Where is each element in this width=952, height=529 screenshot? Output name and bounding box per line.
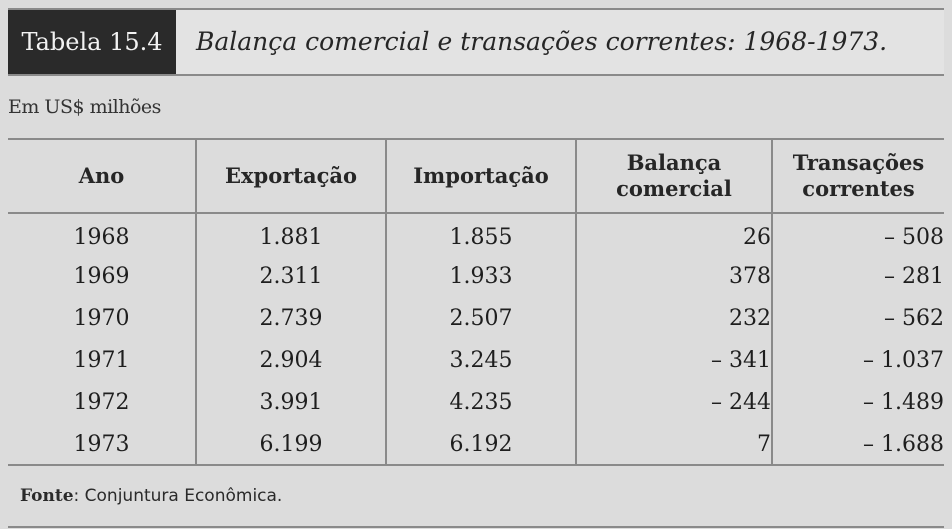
cell-year: 1971 bbox=[73, 347, 130, 373]
source-label: Fonte bbox=[20, 486, 74, 506]
cell-year: 1970 bbox=[73, 305, 130, 331]
cell-current-account: – 508 bbox=[771, 213, 944, 255]
cell-trade-balance: 26 bbox=[575, 213, 772, 255]
cell-trade-balance: 7 bbox=[575, 423, 772, 465]
header-exports: Exportação bbox=[195, 138, 386, 214]
table-row: 1970 2.739 2.507 232 – 562 bbox=[8, 297, 944, 339]
cell-trade-balance: – 244 bbox=[575, 381, 772, 423]
cell-imports: 4.235 bbox=[385, 381, 576, 423]
cell-exports: 6.199 bbox=[195, 423, 386, 465]
cell-trade-balance: 232 bbox=[575, 297, 772, 339]
unit-note: Em US$ milhões bbox=[8, 96, 161, 118]
table-title-bar: Tabela 15.4 Balança comercial e transaçõ… bbox=[8, 8, 944, 76]
cell-exports: 3.991 bbox=[195, 381, 386, 423]
table-header-row: Ano Exportação Importação Balança comerc… bbox=[8, 138, 944, 214]
header-imports: Importação bbox=[385, 138, 576, 214]
header-current-account: Transações correntes bbox=[771, 138, 944, 214]
table-row: 1969 2.311 1.933 378 – 281 bbox=[8, 255, 944, 297]
cell-exports: 2.311 bbox=[195, 255, 386, 297]
source-text: : Conjuntura Econômica. bbox=[73, 486, 283, 506]
table-row: 1968 1.881 1.855 26 – 508 bbox=[8, 213, 944, 255]
cell-year: 1968 bbox=[73, 225, 130, 250]
trade-balance-table: Ano Exportação Importação Balança comerc… bbox=[8, 138, 944, 465]
cell-imports: 3.245 bbox=[385, 339, 576, 381]
cell-current-account: – 562 bbox=[771, 297, 944, 339]
cell-exports: 1.881 bbox=[195, 213, 386, 255]
cell-current-account: – 1.037 bbox=[771, 339, 944, 381]
cell-imports: 1.933 bbox=[385, 255, 576, 297]
cell-exports: 2.904 bbox=[195, 339, 386, 381]
cell-current-account: – 1.489 bbox=[771, 381, 944, 423]
cell-imports: 1.855 bbox=[385, 213, 576, 255]
cell-trade-balance: – 341 bbox=[575, 339, 772, 381]
cell-current-account: – 281 bbox=[771, 255, 944, 297]
cell-trade-balance: 378 bbox=[575, 255, 772, 297]
table-footer: Fonte: Conjuntura Econômica. bbox=[8, 464, 944, 528]
cell-exports: 2.739 bbox=[195, 297, 386, 339]
table-caption: Balança comercial e transações correntes… bbox=[196, 27, 888, 56]
cell-year: 1969 bbox=[73, 263, 130, 289]
cell-current-account: – 1.688 bbox=[771, 423, 944, 465]
table-row: 1971 2.904 3.245 – 341 – 1.037 bbox=[8, 339, 944, 381]
header-year: Ano bbox=[8, 138, 196, 214]
cell-year: 1972 bbox=[73, 389, 130, 415]
header-trade-balance: Balança comercial bbox=[575, 138, 772, 214]
cell-year: 1973 bbox=[73, 431, 130, 457]
cell-imports: 2.507 bbox=[385, 297, 576, 339]
table-number-label: Tabela 15.4 bbox=[8, 10, 176, 74]
cell-imports: 6.192 bbox=[385, 423, 576, 465]
table-row: 1973 6.199 6.192 7 – 1.688 bbox=[8, 423, 944, 465]
table-row: 1972 3.991 4.235 – 244 – 1.489 bbox=[8, 381, 944, 423]
